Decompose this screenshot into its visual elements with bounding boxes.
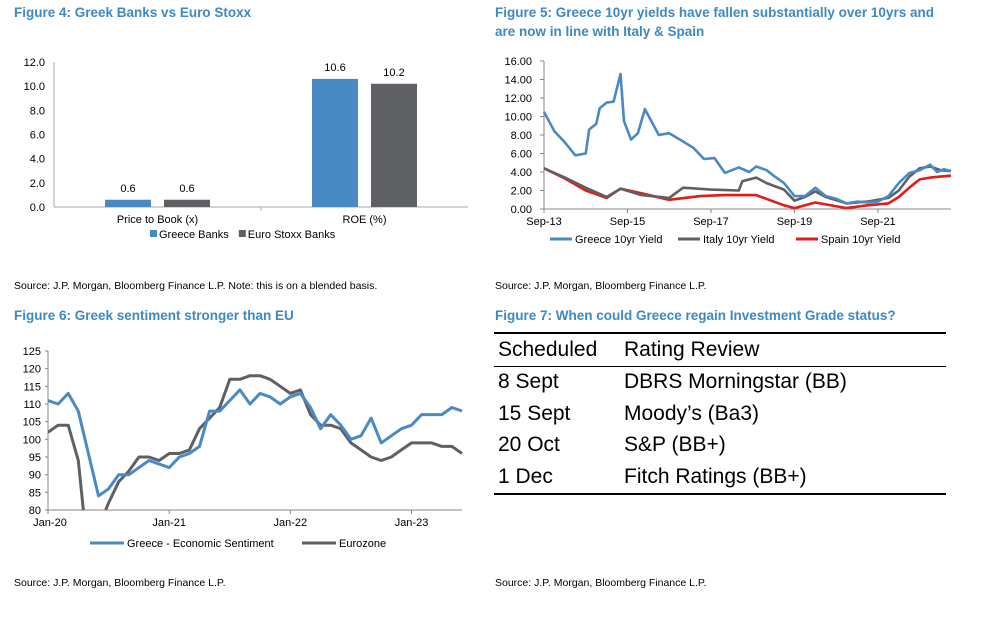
rating-agency: DBRS Morningstar (BB) — [624, 370, 847, 394]
header-rating-review: Rating Review — [624, 337, 760, 361]
y-tick-label: 6.0 — [30, 130, 45, 142]
rating-agency: Fitch Ratings (BB+) — [624, 464, 807, 488]
y-tick-label: 6.00 — [511, 149, 532, 161]
figure-7-title: Figure 7: When could Greece regain Inves… — [495, 308, 896, 323]
figure-6-title: Figure 6: Greek sentiment stronger than … — [14, 308, 294, 323]
table-row: 1 Dec Fitch Ratings (BB+) — [494, 461, 946, 493]
y-tick-label: 4.00 — [511, 167, 532, 179]
y-tick-label: 100 — [23, 434, 41, 446]
bar-euro-stoxx-banks — [164, 199, 210, 207]
x-tick-label: Sep-21 — [860, 216, 895, 228]
figure-5-line-chart: 16.00 14.00 12.00 10.00 8.00 6.00 4.00 2.00 0.00… — [504, 56, 952, 246]
line-eurozone — [48, 374, 463, 510]
x-tick-label: Sep-17 — [693, 216, 728, 228]
y-tick-label: 80 — [29, 505, 41, 517]
line-greece-10yr-yield — [542, 72, 952, 205]
y-tick-label: 2.00 — [511, 186, 532, 198]
figure-4-title: Figure 4: Greek Banks vs Euro Stoxx — [14, 5, 252, 20]
x-tick-label: Jan-22 — [274, 517, 308, 529]
y-tick-label: 8.00 — [511, 130, 532, 142]
line-greece-economic-sentiment — [48, 388, 463, 498]
y-tick-label: 85 — [29, 487, 41, 499]
bar-data-label: 0.6 — [120, 183, 135, 195]
rating-table-header: Scheduled Rating Review — [494, 332, 946, 367]
legend-label-italy-10yr-yield: Italy 10yr Yield — [703, 234, 775, 246]
y-tick-label: 0.00 — [511, 204, 532, 216]
y-tick-label: 125 — [23, 346, 41, 358]
legend-label-spain-10yr-yield: Spain 10yr Yield — [821, 234, 901, 246]
legend-label-greece-10yr-yield: Greece 10yr Yield — [575, 234, 662, 246]
figure-4-source: Source: J.P. Morgan, Bloomberg Finance L… — [14, 280, 378, 292]
bar-greece-banks — [312, 78, 358, 207]
review-date: 15 Sept — [498, 401, 571, 425]
x-category-label: Price to Book (x) — [117, 214, 198, 226]
figure-5-source: Source: J.P. Morgan, Bloomberg Finance L… — [495, 280, 707, 292]
review-date: 8 Sept — [498, 370, 559, 394]
rating-agency: Moody’s (Ba3) — [624, 401, 760, 425]
bar-greece-banks — [105, 199, 151, 207]
y-tick-label: 120 — [23, 364, 41, 376]
review-date: 20 Oct — [498, 433, 560, 457]
rating-agency: S&P (BB+) — [624, 433, 726, 457]
figure-7-source: Source: J.P. Morgan, Bloomberg Finance L… — [495, 577, 707, 589]
bar-data-label: 10.2 — [383, 67, 404, 79]
figure-5-title: Figure 5: Greece 10yr yields have fallen… — [495, 3, 934, 41]
legend-label-greece-banks: Greece Banks — [159, 229, 229, 241]
x-category-label: ROE (%) — [343, 214, 387, 226]
rating-table-body: 8 Sept DBRS Morningstar (BB) 15 Sept Moo… — [494, 367, 946, 495]
y-tick-label: 14.00 — [504, 75, 532, 87]
y-tick-label: 115 — [23, 381, 41, 393]
x-tick-label: Sep-19 — [777, 216, 812, 228]
header-scheduled: Scheduled — [498, 337, 598, 361]
rating-review-table: Scheduled Rating Review 8 Sept DBRS Morn… — [494, 332, 946, 495]
x-tick-label: Jan-23 — [395, 517, 429, 529]
bar-euro-stoxx-banks — [371, 83, 417, 207]
x-tick-label: Sep-13 — [526, 216, 561, 228]
bar-data-label: 0.6 — [179, 183, 194, 195]
line-italy-10yr-yield — [543, 165, 952, 205]
table-row: 20 Oct S&P (BB+) — [494, 430, 946, 462]
x-tick-label: Jan-20 — [33, 517, 67, 529]
review-date: 1 Dec — [498, 464, 553, 488]
y-tick-label: 2.0 — [30, 178, 45, 190]
x-tick-label: Sep-15 — [610, 216, 645, 228]
y-tick-label: 12.00 — [504, 93, 532, 105]
y-tick-label: 95 — [29, 452, 41, 464]
figure-5-title-line-1: Figure 5: Greece 10yr yields have fallen… — [495, 5, 934, 20]
y-tick-label: 10.00 — [504, 112, 532, 124]
y-tick-label: 12.0 — [24, 57, 45, 69]
legend-swatch-euro-stoxx-banks — [238, 230, 246, 237]
y-tick-label: 0.0 — [30, 202, 45, 214]
legend-label-euro-stoxx-banks: Euro Stoxx Banks — [248, 229, 336, 241]
y-tick-label: 10.0 — [24, 81, 45, 93]
figure-6-source: Source: J.P. Morgan, Bloomberg Finance L… — [14, 577, 226, 589]
y-tick-label: 110 — [23, 399, 41, 411]
x-tick-label: Jan-21 — [152, 517, 186, 529]
legend-label-greece-economic-sentiment: Greece - Economic Sentiment — [127, 538, 274, 550]
y-tick-label: 8.0 — [30, 105, 45, 117]
figure-5-title-line-2: are now in line with Italy & Spain — [495, 24, 705, 39]
bar-data-label: 10.6 — [324, 62, 345, 74]
legend-label-eurozone: Eurozone — [339, 538, 386, 550]
y-tick-label: 4.0 — [30, 154, 45, 166]
y-tick-label: 90 — [29, 470, 41, 482]
y-tick-label: 16.00 — [504, 56, 532, 68]
legend-swatch-greece-banks — [150, 230, 157, 237]
table-row: 15 Sept Moody’s (Ba3) — [494, 398, 946, 430]
table-row: 8 Sept DBRS Morningstar (BB) — [494, 367, 946, 399]
line-spain-10yr-yield — [543, 167, 952, 210]
y-tick-label: 105 — [23, 417, 41, 429]
figure-4-bar-chart: 12.0 10.0 8.0 6.0 4.0 2.0 0.0 0.6 0.6 Price to Bo… — [24, 57, 468, 241]
